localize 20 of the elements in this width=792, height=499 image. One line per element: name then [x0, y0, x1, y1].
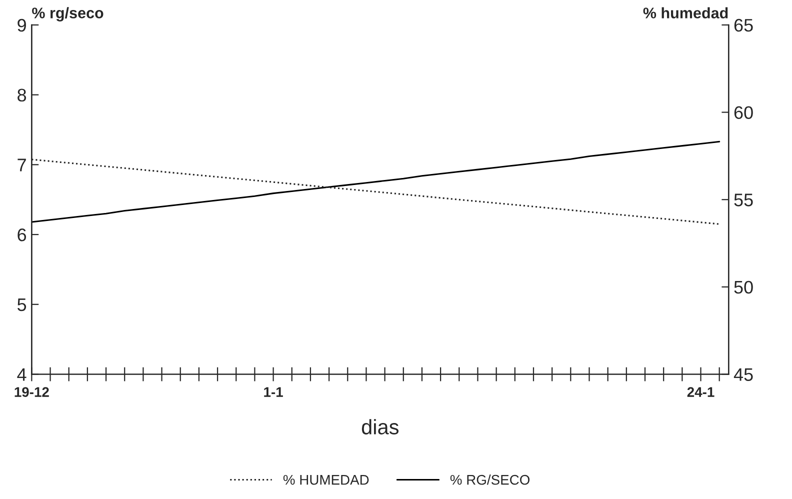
y2-axis-title: % humedad — [643, 7, 728, 18]
y-axis-title: % rg/seco — [32, 7, 104, 22]
y-tick-label: 8 — [18, 88, 26, 102]
y-tick-label: 7 — [18, 158, 26, 172]
y-tick-label: 9 — [18, 18, 26, 32]
y2-tick-label: 45 — [734, 368, 753, 381]
x-tick-label: 1-1 — [264, 387, 283, 397]
legend-label: % HUMEDAD — [283, 474, 369, 485]
legend-label: % RG/SECO — [450, 474, 530, 485]
y2-tick-label: 50 — [734, 280, 753, 294]
x-axis-title: dias — [362, 419, 399, 434]
x-tick-label: 24-1 — [687, 387, 714, 397]
y2-tick-label: 55 — [734, 194, 753, 206]
y2-tick-label: 65 — [734, 18, 753, 32]
y-tick-label: 6 — [18, 228, 26, 242]
y-tick-label: 5 — [18, 298, 26, 312]
y2-tick-label: 60 — [734, 106, 753, 119]
y-tick-label: 4 — [17, 368, 26, 381]
x-tick-label: 19-12 — [14, 387, 49, 397]
line-series — [32, 140, 720, 223]
